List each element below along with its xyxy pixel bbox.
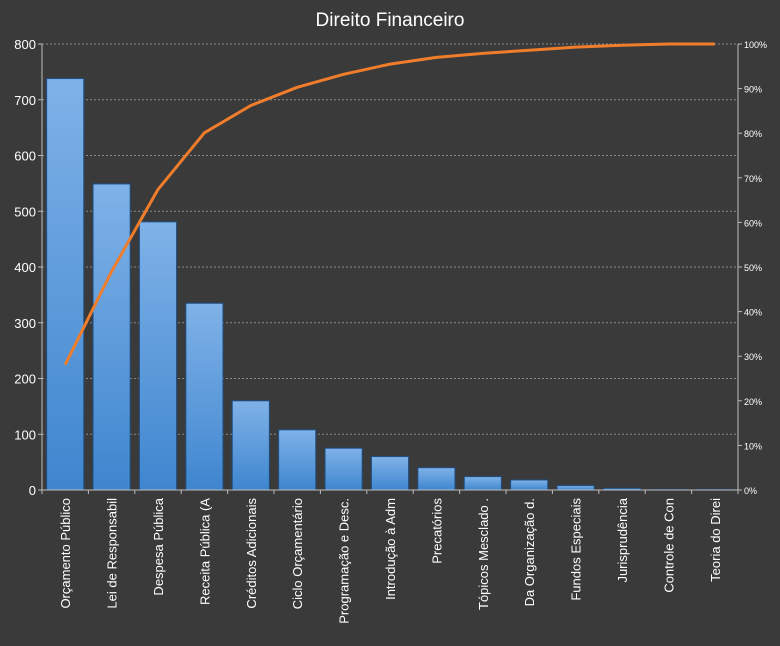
bar	[138, 221, 178, 491]
x-tick-label: Controle de Con	[661, 498, 676, 593]
y2-tick-label: 30%	[744, 352, 762, 362]
x-tick-label: Precatórios	[429, 498, 444, 564]
y-axis-left: 0 100 200 300 400 500 600 700 800	[14, 37, 43, 498]
x-tick-label: Programação e Desc.	[337, 498, 352, 624]
bar	[324, 447, 363, 491]
y2-tick-label: 0%	[744, 486, 757, 496]
y2-tick-label: 10%	[744, 441, 762, 451]
y-tick-label: 200	[14, 372, 36, 387]
x-tick-label: Créditos Adicionais	[244, 498, 259, 609]
x-tick-label: Da Organização d.	[522, 498, 537, 606]
x-tick-label: Tópicos Mesclado .	[476, 498, 491, 610]
bar	[370, 456, 410, 491]
y-tick-label: 0	[29, 483, 36, 498]
y-axis-right: 0% 10% 20% 30% 40% 50% 60% 70% 80% 90% 100%	[737, 40, 767, 496]
y2-tick-label: 70%	[744, 174, 762, 184]
y2-tick-label: 20%	[744, 397, 762, 407]
y2-tick-label: 50%	[744, 263, 762, 273]
bar	[92, 183, 131, 491]
bar	[278, 429, 317, 491]
x-tick-label: Lei de Responsabil	[105, 498, 120, 609]
y2-tick-label: 80%	[744, 129, 762, 139]
chart-title: Direito Financeiro	[316, 10, 465, 31]
bar	[510, 479, 549, 491]
cumulative-line	[63, 42, 715, 366]
x-tick-label: Orçamento Público	[58, 498, 73, 609]
y-tick-label: 500	[14, 204, 36, 219]
x-axis: Orçamento Público Lei de Responsabil Despe…	[41, 489, 739, 624]
x-tick-label: Ciclo Orçamentário	[290, 498, 305, 609]
y2-tick-label: 60%	[744, 218, 762, 228]
y-tick-label: 300	[14, 316, 36, 331]
bar	[463, 476, 502, 491]
bar	[556, 485, 595, 491]
bar	[185, 302, 224, 491]
y-tick-label: 400	[14, 260, 36, 275]
cumulative-line-series	[63, 42, 715, 366]
y-tick-label: 700	[14, 93, 36, 108]
y2-tick-label: 90%	[744, 85, 762, 95]
y-tick-label: 800	[14, 37, 36, 52]
x-tick-label: Teoria do Direi	[708, 498, 723, 582]
y2-tick-label: 40%	[744, 308, 762, 318]
x-tick-label: Receita Pública (A	[197, 498, 212, 605]
y-tick-label: 100	[14, 427, 36, 442]
x-tick-label: Fundos Especiais	[569, 498, 584, 601]
bar-series	[46, 78, 734, 491]
x-tick-label: Jurisprudência	[615, 497, 630, 582]
bar	[46, 78, 85, 491]
x-tick-label: Introdução à Adm	[383, 498, 398, 600]
x-tick-label: Despesa Pública	[151, 497, 166, 595]
y2-tick-label: 100%	[744, 40, 767, 50]
bar	[231, 400, 270, 491]
bar	[417, 467, 456, 491]
y-tick-label: 600	[14, 149, 36, 164]
